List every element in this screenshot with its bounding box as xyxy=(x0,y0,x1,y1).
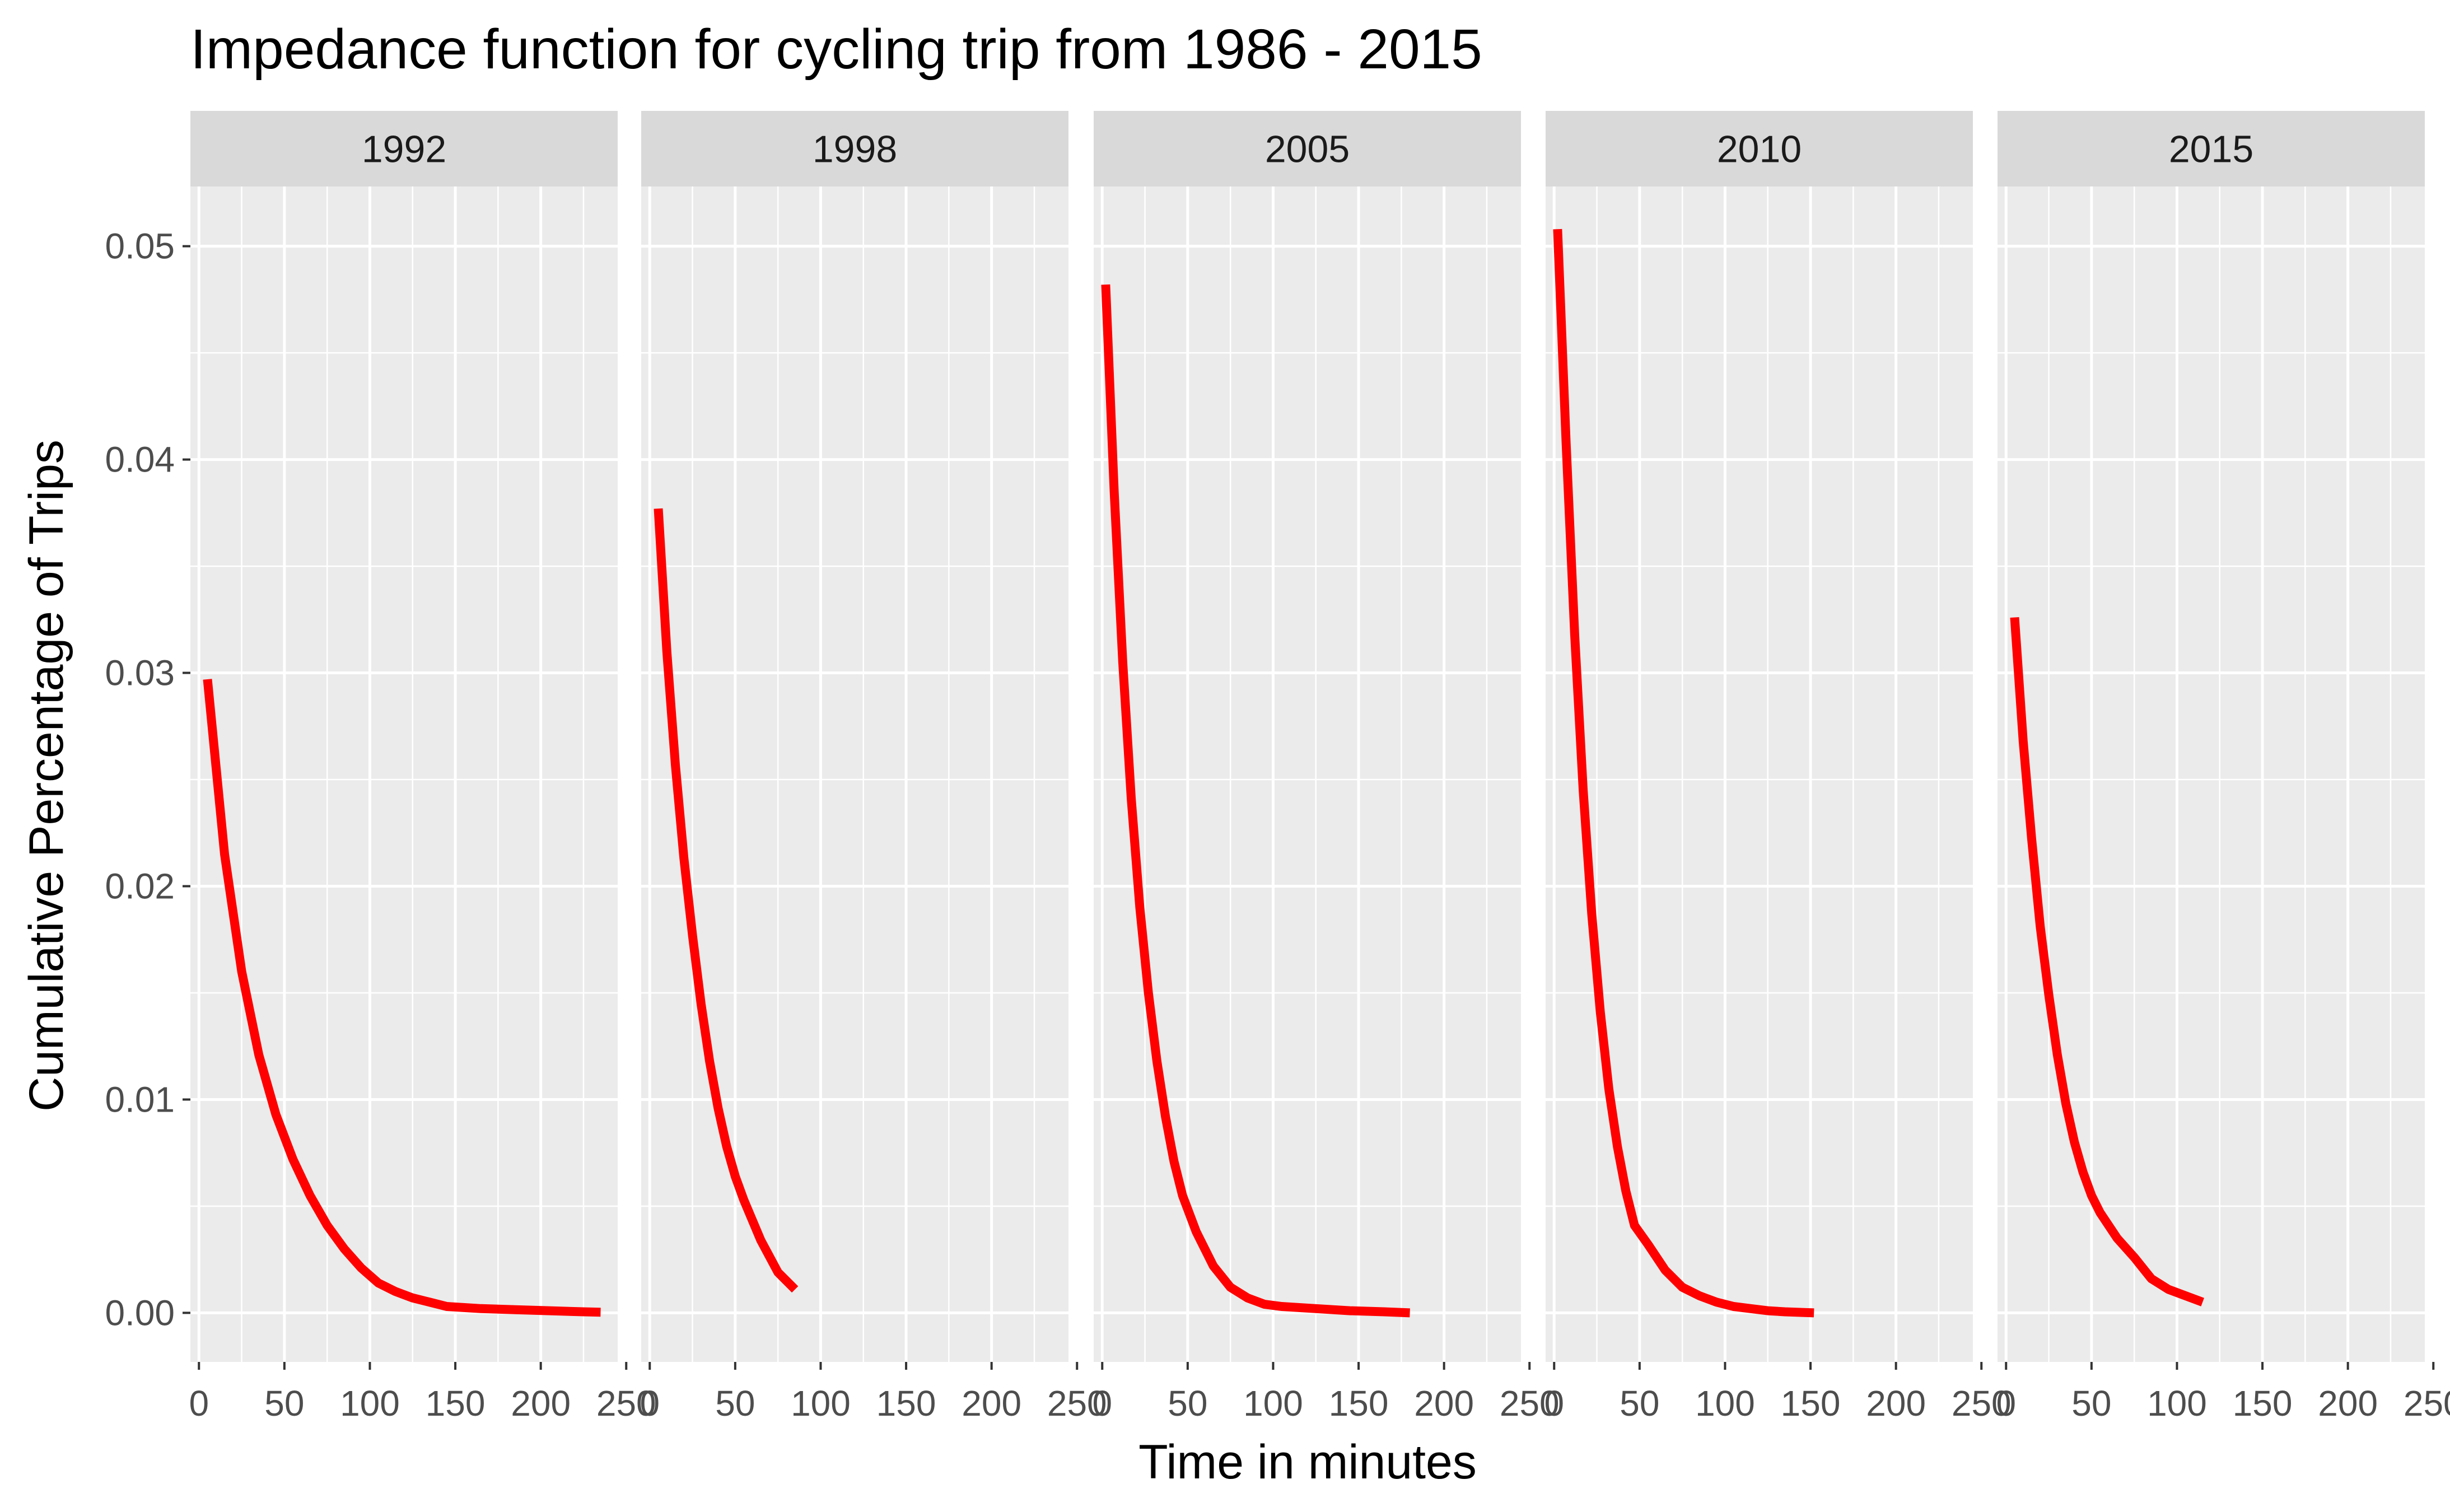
series-line-1992 xyxy=(203,679,601,1317)
x-tick-label: 250 xyxy=(1952,1383,2012,1424)
y-tick-label: 0.01 xyxy=(105,1079,175,1119)
x-tick-label: 200 xyxy=(511,1383,571,1424)
x-tick-label: 200 xyxy=(962,1383,1021,1424)
x-tick-label: 50 xyxy=(715,1383,755,1424)
panel-background xyxy=(190,186,618,1362)
x-tick-label: 0 xyxy=(640,1383,660,1424)
series-line-1998 xyxy=(654,508,799,1293)
series-line-2010 xyxy=(1553,228,1814,1318)
x-tick-label: 100 xyxy=(2147,1383,2207,1424)
x-tick-label: 250 xyxy=(1047,1383,1107,1424)
facet-strip xyxy=(190,111,618,186)
facet-strip-label: 2015 xyxy=(2169,128,2253,171)
x-tick-label: 250 xyxy=(2404,1383,2450,1424)
facet-strip xyxy=(1546,111,1973,186)
x-tick-label: 150 xyxy=(2233,1383,2293,1424)
y-tick-label: 0.02 xyxy=(105,866,175,906)
facet-panel-1992: 1992 0 50 100 150 200 250 xyxy=(189,111,656,1424)
facet-strip-label: 1992 xyxy=(362,128,446,171)
x-tick-label: 100 xyxy=(340,1383,400,1424)
facet-strip xyxy=(1094,111,1521,186)
x-tick-label: 0 xyxy=(1996,1383,2016,1424)
x-tick-label: 150 xyxy=(876,1383,936,1424)
facet-panel-2015: 2015 0 50 100 150 200 250 xyxy=(1996,111,2450,1424)
chart-title: Impedance function for cycling trip from… xyxy=(190,18,1482,81)
panel-background xyxy=(1094,186,1521,1362)
x-axis-title: Time in minutes xyxy=(1138,1435,1477,1489)
facet-strip-label: 2010 xyxy=(1717,128,1802,171)
facet-panel-2005: 2005 0 50 100 150 200 250 xyxy=(1092,111,1560,1424)
facet-panel-1998: 1998 0 50 100 150 200 250 xyxy=(640,111,1107,1424)
x-tick-label: 250 xyxy=(596,1383,656,1424)
y-tick-label: 0.05 xyxy=(105,226,175,267)
panel-background xyxy=(641,186,1068,1362)
x-tick-label: 150 xyxy=(1781,1383,1841,1424)
x-tick-label: 50 xyxy=(2071,1383,2111,1424)
x-tick-label: 200 xyxy=(2318,1383,2378,1424)
y-axis: 0.00 0.01 0.02 0.03 0.04 0.05 xyxy=(105,226,190,1333)
facet-panel-2010: 2010 0 50 100 150 200 250 xyxy=(1544,111,2012,1424)
y-tick-label: 0.03 xyxy=(105,653,175,693)
x-tick-label: 100 xyxy=(791,1383,851,1424)
series-line-2015 xyxy=(2010,617,2205,1306)
x-tick-label: 250 xyxy=(1500,1383,1560,1424)
x-tick-label: 0 xyxy=(1544,1383,1564,1424)
x-tick-label: 100 xyxy=(1695,1383,1755,1424)
x-tick-label: 150 xyxy=(1329,1383,1389,1424)
x-tick-label: 50 xyxy=(1620,1383,1659,1424)
facet-strip xyxy=(1998,111,2425,186)
x-tick-label: 0 xyxy=(1092,1383,1112,1424)
x-tick-label: 50 xyxy=(264,1383,304,1424)
facet-strip-label: 1998 xyxy=(813,128,897,171)
x-tick-label: 200 xyxy=(1414,1383,1474,1424)
panel-background xyxy=(1546,186,1973,1362)
y-axis-title: Cumulative Percentage of Trips xyxy=(20,440,73,1112)
facet-strip xyxy=(641,111,1068,186)
y-tick-label: 0.00 xyxy=(105,1292,175,1333)
y-tick-label: 0.04 xyxy=(105,440,175,480)
x-tick-label: 50 xyxy=(1168,1383,1207,1424)
x-tick-label: 0 xyxy=(189,1383,209,1424)
x-tick-label: 200 xyxy=(1866,1383,1926,1424)
panel-background xyxy=(1998,186,2425,1362)
facet-strip-label: 2005 xyxy=(1265,128,1350,171)
series-line-2005 xyxy=(1101,284,1410,1318)
x-tick-label: 100 xyxy=(1243,1383,1303,1424)
x-tick-label: 150 xyxy=(426,1383,486,1424)
